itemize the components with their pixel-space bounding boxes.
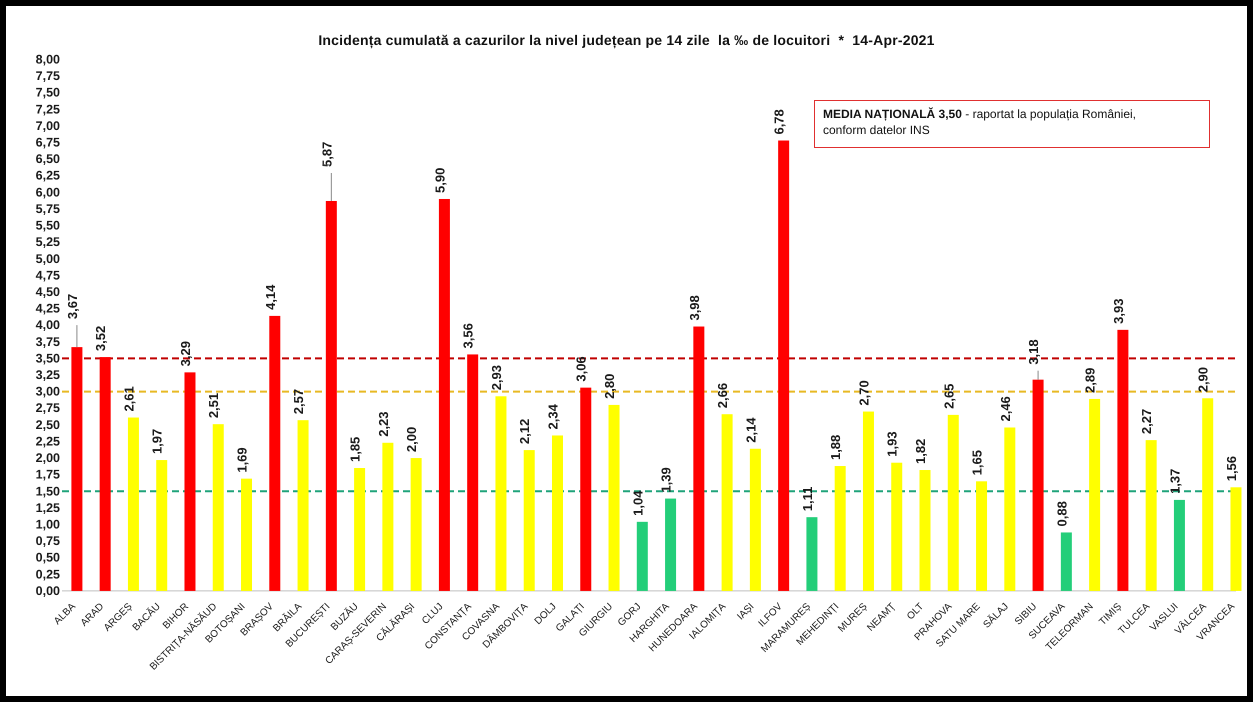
svg-text:0,00: 0,00	[36, 584, 60, 598]
svg-text:3,98: 3,98	[687, 295, 702, 320]
svg-text:7,00: 7,00	[36, 119, 60, 133]
svg-text:6,78: 6,78	[772, 109, 787, 134]
svg-text:1,69: 1,69	[235, 447, 250, 472]
svg-text:SĂLAJ: SĂLAJ	[981, 601, 1011, 631]
svg-text:0,75: 0,75	[36, 534, 60, 548]
svg-text:4,75: 4,75	[36, 268, 60, 282]
svg-text:1,93: 1,93	[885, 431, 900, 456]
svg-text:SIBIU: SIBIU	[1013, 601, 1039, 627]
svg-text:7,50: 7,50	[36, 86, 60, 100]
svg-text:2,90: 2,90	[1196, 367, 1211, 392]
svg-text:1,00: 1,00	[36, 517, 60, 531]
svg-text:2,23: 2,23	[376, 411, 391, 436]
svg-text:3,18: 3,18	[1026, 339, 1041, 364]
svg-text:OLT: OLT	[905, 601, 926, 622]
svg-text:2,25: 2,25	[36, 434, 60, 448]
svg-text:2,51: 2,51	[206, 393, 221, 418]
svg-text:1,37: 1,37	[1167, 469, 1182, 494]
svg-text:1,65: 1,65	[970, 450, 985, 475]
svg-text:3,50: 3,50	[36, 351, 60, 365]
svg-text:2,80: 2,80	[602, 374, 617, 399]
svg-text:1,88: 1,88	[828, 435, 843, 460]
svg-text:TIMIȘ: TIMIȘ	[1097, 601, 1124, 628]
svg-text:1,97: 1,97	[150, 429, 165, 454]
svg-text:2,70: 2,70	[856, 380, 871, 405]
svg-text:6,25: 6,25	[36, 169, 60, 183]
svg-text:1,75: 1,75	[36, 468, 60, 482]
svg-text:MUREȘ: MUREȘ	[836, 601, 870, 635]
svg-text:5,25: 5,25	[36, 235, 60, 249]
svg-text:8,00: 8,00	[36, 52, 60, 66]
svg-text:4,14: 4,14	[263, 284, 278, 310]
svg-text:2,57: 2,57	[291, 389, 306, 414]
svg-text:2,27: 2,27	[1139, 409, 1154, 434]
svg-text:2,00: 2,00	[36, 451, 60, 465]
svg-text:1,50: 1,50	[36, 484, 60, 498]
svg-text:3,93: 3,93	[1111, 299, 1126, 324]
svg-text:3,29: 3,29	[178, 341, 193, 366]
svg-text:MARAMUREȘ: MARAMUREȘ	[759, 601, 813, 655]
svg-text:2,34: 2,34	[545, 403, 560, 429]
svg-text:4,25: 4,25	[36, 302, 60, 316]
svg-text:0,50: 0,50	[36, 551, 60, 565]
svg-text:5,75: 5,75	[36, 202, 60, 216]
svg-text:2,12: 2,12	[517, 419, 532, 444]
svg-text:6,75: 6,75	[36, 136, 60, 150]
svg-text:3,06: 3,06	[574, 356, 589, 381]
svg-text:2,46: 2,46	[998, 396, 1013, 421]
svg-text:2,75: 2,75	[36, 401, 60, 415]
svg-text:6,00: 6,00	[36, 185, 60, 199]
svg-text:6,50: 6,50	[36, 152, 60, 166]
svg-text:1,82: 1,82	[913, 439, 928, 464]
svg-text:3,75: 3,75	[36, 335, 60, 349]
svg-text:2,14: 2,14	[743, 417, 758, 443]
svg-text:7,75: 7,75	[36, 69, 60, 83]
svg-text:IAȘI: IAȘI	[735, 601, 756, 622]
svg-text:1,85: 1,85	[348, 437, 363, 462]
svg-text:TULCEA: TULCEA	[1117, 601, 1153, 637]
svg-text:0,88: 0,88	[1054, 501, 1069, 526]
svg-text:NEAMȚ: NEAMȚ	[865, 601, 898, 634]
svg-text:1,25: 1,25	[36, 501, 60, 515]
svg-text:2,00: 2,00	[404, 427, 419, 452]
svg-text:CLUJ: CLUJ	[420, 601, 445, 626]
svg-text:7,25: 7,25	[36, 102, 60, 116]
svg-text:2,93: 2,93	[489, 365, 504, 390]
svg-text:5,00: 5,00	[36, 252, 60, 266]
svg-text:2,66: 2,66	[715, 383, 730, 408]
svg-text:0,25: 0,25	[36, 567, 60, 581]
svg-text:4,00: 4,00	[36, 318, 60, 332]
svg-text:2,65: 2,65	[941, 384, 956, 409]
svg-text:3,67: 3,67	[65, 294, 80, 319]
svg-text:2,50: 2,50	[36, 418, 60, 432]
svg-text:ALBA: ALBA	[52, 601, 78, 627]
svg-text:ARGEȘ: ARGEȘ	[102, 601, 135, 634]
svg-text:DOLJ: DOLJ	[533, 601, 559, 627]
svg-text:3,52: 3,52	[93, 326, 108, 351]
svg-text:3,56: 3,56	[461, 323, 476, 348]
svg-text:3,25: 3,25	[36, 368, 60, 382]
svg-text:5,87: 5,87	[319, 142, 334, 167]
svg-text:2,61: 2,61	[121, 386, 136, 411]
svg-text:5,50: 5,50	[36, 219, 60, 233]
svg-text:1,11: 1,11	[800, 487, 815, 512]
svg-text:4,50: 4,50	[36, 285, 60, 299]
svg-text:BACĂU: BACĂU	[130, 601, 163, 634]
svg-text:5,90: 5,90	[432, 168, 447, 193]
svg-text:1,39: 1,39	[659, 467, 674, 492]
svg-text:3,00: 3,00	[36, 385, 60, 399]
svg-text:1,04: 1,04	[630, 490, 645, 516]
svg-text:1,56: 1,56	[1224, 456, 1239, 481]
svg-text:2,89: 2,89	[1083, 368, 1098, 393]
